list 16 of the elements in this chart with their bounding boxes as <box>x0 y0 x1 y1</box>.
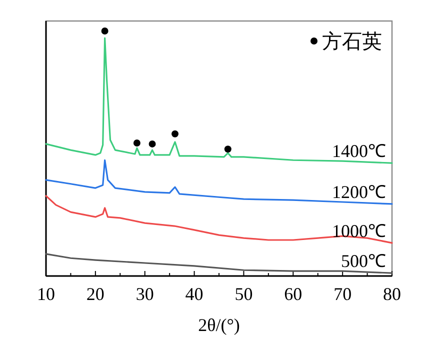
x-tick-label: 60 <box>284 284 302 304</box>
point <box>101 28 108 34</box>
point <box>133 139 140 146</box>
legend: 方石英 <box>310 31 382 53</box>
point <box>148 140 156 148</box>
point <box>172 130 179 138</box>
point <box>224 146 232 153</box>
x-tick-label: 50 <box>234 284 253 304</box>
x-tick-label: 30 <box>136 284 154 304</box>
x-tick-label: 70 <box>334 284 352 304</box>
x-tick-label: 40 <box>185 284 204 304</box>
legend-label: 方石英 <box>322 30 382 53</box>
x-tick-label: 10 <box>37 284 55 304</box>
x-tick-label: 20 <box>86 284 104 304</box>
x-tick-label: 80 <box>383 284 401 304</box>
xlabel: 2θ/(°) <box>198 315 240 335</box>
